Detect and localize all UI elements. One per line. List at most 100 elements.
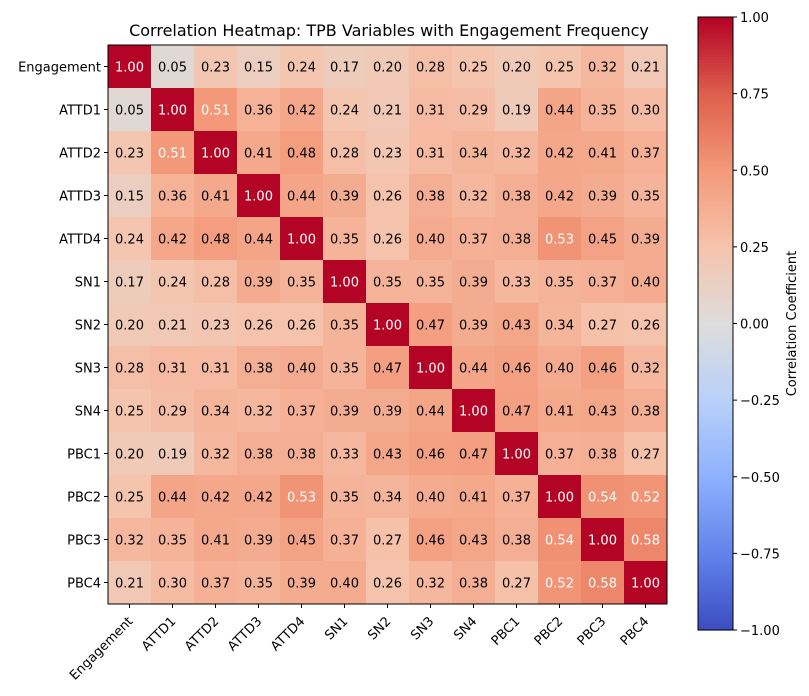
- y-tick-label: ATTD3: [59, 190, 101, 205]
- chart-title: Correlation Heatmap: TPB Variables with …: [129, 21, 649, 40]
- colorbar-segment: [698, 161, 733, 165]
- cell-value-label: 0.38: [588, 448, 617, 463]
- cell-value-label: 0.31: [201, 362, 230, 377]
- x-tick-label: ATTD2: [182, 614, 222, 654]
- heatmap-cell: [280, 303, 324, 347]
- cell-value-label: 0.37: [459, 233, 488, 248]
- cell-value-label: 0.21: [158, 319, 187, 334]
- cell-value-label: 1.00: [115, 61, 144, 76]
- x-tick-label: PBC4: [618, 614, 653, 649]
- heatmap-cell: [538, 432, 582, 476]
- cell-value-label: 0.20: [502, 61, 531, 76]
- y-tick-label: ATTD1: [59, 104, 101, 119]
- heatmap-cell: [194, 303, 238, 347]
- cell-value-label: 0.35: [631, 190, 660, 205]
- colorbar-segment: [698, 203, 733, 208]
- colorbar-segment: [698, 29, 733, 33]
- colorbar-segment: [698, 415, 733, 420]
- colorbar-segment: [698, 366, 733, 371]
- cell-value-label: 0.39: [330, 190, 359, 205]
- colorbar-segment: [698, 397, 733, 401]
- heatmap-cell: [624, 88, 668, 132]
- heatmap-cells: [108, 45, 668, 605]
- cell-value-label: 0.42: [545, 147, 574, 162]
- heatmap-cell: [151, 174, 195, 218]
- cell-value-label: 0.28: [201, 276, 230, 291]
- cell-value-label: 0.39: [459, 276, 488, 291]
- heatmap-cell: [495, 432, 539, 476]
- colorbar-segment: [698, 344, 733, 349]
- cell-value-label: 0.35: [330, 362, 359, 377]
- heatmap-cell: [323, 432, 367, 476]
- heatmap-cell: [581, 45, 625, 89]
- heatmap-cell: [237, 432, 281, 476]
- heatmap-cell: [624, 217, 668, 261]
- heatmap-cell: [194, 475, 238, 519]
- heatmap-cell: [538, 518, 582, 562]
- heatmap-cell: [452, 346, 496, 390]
- heatmap-frame: [107, 44, 668, 605]
- colorbar-segment: [698, 568, 733, 573]
- cell-value-label: 0.38: [631, 405, 660, 420]
- heatmap-cell-labels: 1.00 0.05 0.23 0.15 0.24 0.17 0.20 0.28 0.25 0.20…: [115, 61, 660, 592]
- cell-value-label: 0.58: [631, 534, 660, 549]
- colorbar-segment: [698, 47, 733, 52]
- colorbar-segment: [698, 470, 733, 475]
- cell-value-label: 0.37: [201, 577, 230, 592]
- heatmap-cell: [624, 45, 668, 89]
- cell-value-label: 0.44: [158, 491, 187, 506]
- heatmap-cell: [237, 475, 281, 519]
- cell-value-label: 0.24: [287, 61, 316, 76]
- colorbar-segment: [698, 485, 733, 490]
- colorbar-segment: [698, 574, 733, 579]
- colorbar-segment: [698, 216, 733, 220]
- colorbar-segment: [698, 225, 733, 230]
- colorbar-segment: [698, 400, 733, 404]
- colorbar-segment: [698, 467, 733, 472]
- colorbar-segment: [698, 167, 733, 171]
- colorbar-segment: [698, 23, 733, 27]
- heatmap-cell: [581, 346, 625, 390]
- heatmap-cell: [280, 518, 324, 562]
- cell-value-label: 0.38: [502, 233, 531, 248]
- colorbar-segment: [698, 136, 733, 141]
- heatmap-cell: [624, 131, 668, 175]
- heatmap-cell: [581, 174, 625, 218]
- colorbar-segment: [698, 439, 733, 444]
- colorbar-segment: [698, 556, 733, 561]
- heatmap-cell: [237, 346, 281, 390]
- heatmap-cell: [624, 475, 668, 519]
- colorbar-segment: [698, 53, 733, 58]
- colorbar-segment: [698, 121, 733, 125]
- colorbar-segment: [698, 519, 733, 524]
- heatmap-cell: [495, 45, 539, 89]
- cell-value-label: 0.34: [201, 405, 230, 420]
- colorbar-segment: [698, 623, 733, 628]
- colorbar-segment: [698, 562, 733, 567]
- heatmap-cell: [323, 389, 367, 433]
- heatmap-cell: [624, 518, 668, 562]
- heatmap-cell: [366, 475, 410, 519]
- heatmap-cell: [495, 303, 539, 347]
- cell-value-label: 1.00: [459, 405, 488, 420]
- colorbar-segment: [698, 59, 733, 64]
- cell-value-label: 0.54: [545, 534, 574, 549]
- cell-value-label: 0.37: [631, 147, 660, 162]
- heatmap-cell: [194, 389, 238, 433]
- colorbar-segment: [698, 501, 733, 505]
- colorbar-segment: [698, 145, 733, 150]
- cell-value-label: 1.00: [330, 276, 359, 291]
- cell-value-label: 0.21: [631, 61, 660, 76]
- cell-value-label: 1.00: [244, 190, 273, 205]
- colorbar-segment: [698, 534, 733, 539]
- colorbar-segment: [698, 593, 733, 597]
- colorbar-segment: [698, 390, 733, 395]
- colorbar-segment: [698, 118, 733, 122]
- heatmap-cell: [452, 303, 496, 347]
- cell-value-label: 0.38: [459, 577, 488, 592]
- cell-value-label: 0.05: [115, 104, 144, 119]
- x-tick-label: SN3: [408, 614, 437, 643]
- cell-value-label: 0.39: [287, 577, 316, 592]
- colorbar-segment: [698, 620, 733, 625]
